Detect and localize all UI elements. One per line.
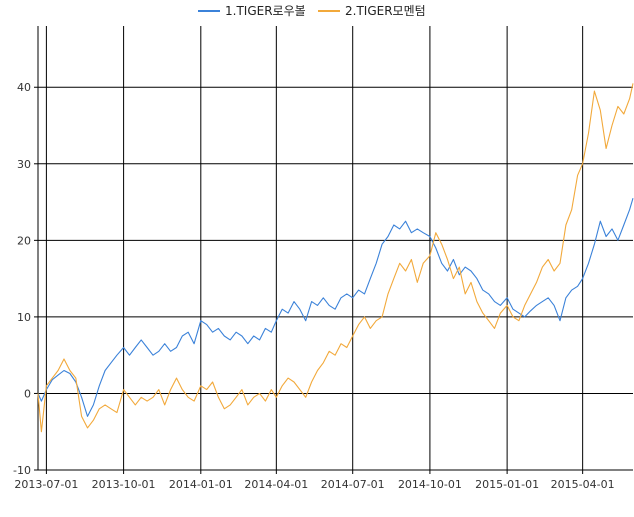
x-tick-label: 2014-01-01 xyxy=(169,478,233,491)
x-tick-label: 2015-04-01 xyxy=(551,478,615,491)
x-tick-label: 2013-07-01 xyxy=(14,478,78,491)
series-lines xyxy=(37,83,634,433)
x-tick-label: 2014-04-01 xyxy=(244,478,308,491)
y-tick-label: 20 xyxy=(17,234,31,247)
y-tick-label: -10 xyxy=(13,464,31,477)
axes: -10 0 10 20 30 40 2013-07-01 2013-10-01 2014-01-… xyxy=(13,26,633,491)
y-tick-label: 40 xyxy=(17,81,31,94)
series-line-2 xyxy=(37,83,634,433)
grid xyxy=(38,26,633,471)
legend-label-1: 1.TIGER로우볼 xyxy=(225,4,306,18)
y-tick-label: 30 xyxy=(17,158,31,171)
legend-label-2: 2.TIGER모멘텀 xyxy=(345,4,426,18)
x-tick-label: 2014-10-01 xyxy=(398,478,462,491)
x-tick-label: 2013-10-01 xyxy=(92,478,156,491)
y-tick-label: 10 xyxy=(17,311,31,324)
series-line-1 xyxy=(37,198,634,417)
legend: 1.TIGER로우볼 2.TIGER모멘텀 xyxy=(198,4,426,18)
x-tick-label: 2015-01-01 xyxy=(475,478,539,491)
x-tick-label: 2014-07-01 xyxy=(321,478,385,491)
y-tick-label: 0 xyxy=(24,387,31,400)
